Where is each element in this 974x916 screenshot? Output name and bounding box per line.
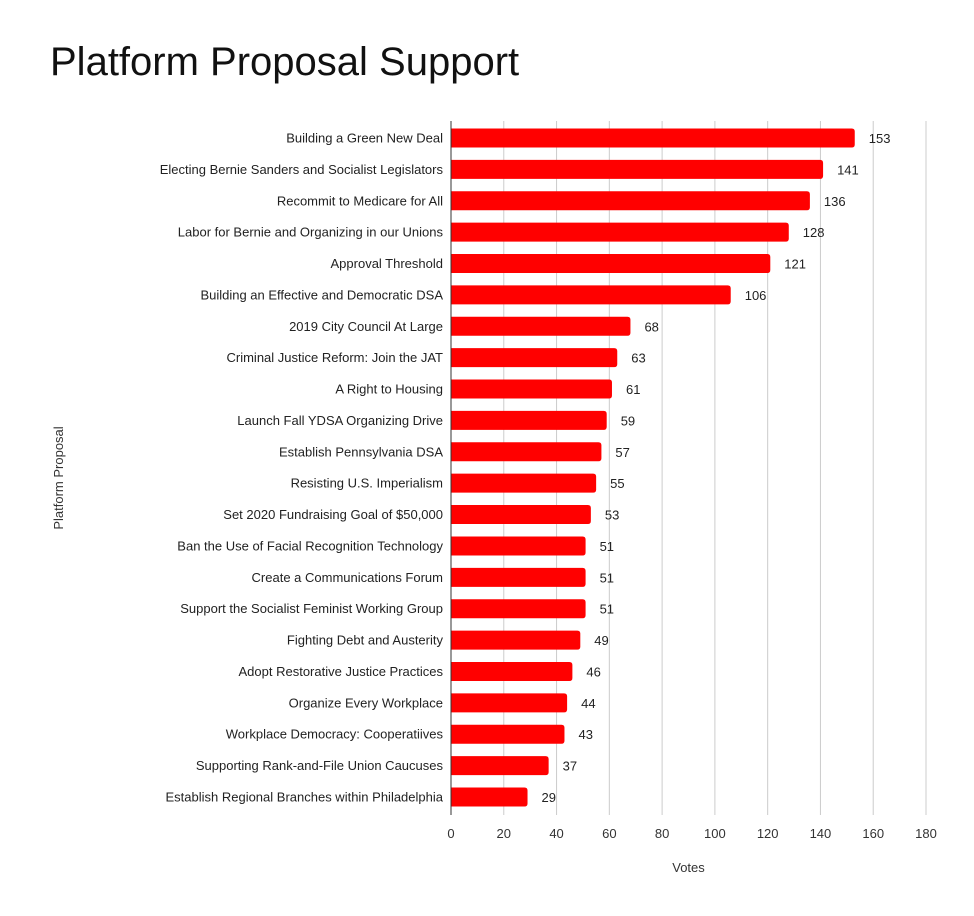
x-tick-label: 160 [862, 826, 884, 841]
category-label: Electing Bernie Sanders and Socialist Le… [160, 162, 444, 177]
value-label: 59 [621, 413, 635, 428]
value-label: 29 [542, 790, 556, 805]
value-label: 61 [626, 382, 640, 397]
value-label: 44 [581, 696, 595, 711]
bar [451, 505, 591, 525]
category-label: Create a Communications Forum [252, 570, 443, 585]
value-label: 55 [610, 476, 624, 491]
x-tick-label: 140 [810, 826, 832, 841]
category-label: Supporting Rank-and-File Union Caucuses [196, 758, 444, 773]
x-tick-label: 100 [704, 826, 726, 841]
bar [451, 191, 810, 211]
value-label: 43 [578, 727, 592, 742]
value-label: 63 [631, 351, 645, 366]
bar [451, 159, 824, 179]
value-label: 106 [745, 288, 767, 303]
bar [451, 787, 528, 807]
value-label: 68 [644, 319, 658, 334]
category-label: Set 2020 Fundraising Goal of $50,000 [223, 507, 443, 522]
category-label: Building a Green New Deal [286, 131, 443, 146]
value-label: 46 [586, 664, 600, 679]
bar [451, 536, 586, 556]
x-tick-label: 0 [447, 826, 454, 841]
bars [451, 128, 855, 807]
value-label: 49 [594, 633, 608, 648]
value-label: 51 [600, 570, 614, 585]
category-label: Workplace Democracy: Cooperatiives [226, 727, 444, 742]
category-label: Labor for Bernie and Organizing in our U… [178, 225, 444, 240]
category-labels: Building a Green New Deal Electing Bernie… [160, 131, 444, 805]
bar [451, 756, 549, 776]
bar [451, 473, 597, 493]
value-label: 121 [784, 257, 806, 272]
bar [451, 285, 731, 305]
bar [451, 693, 568, 713]
x-tick-label: 20 [497, 826, 511, 841]
category-label: Establish Pennsylvania DSA [279, 444, 443, 459]
bar [451, 222, 789, 242]
bar [451, 567, 586, 587]
value-label: 128 [803, 225, 825, 240]
category-label: Adopt Restorative Justice Practices [239, 664, 444, 679]
value-label: 136 [824, 194, 846, 209]
bar [451, 410, 607, 430]
category-label: Launch Fall YDSA Organizing Drive [237, 413, 443, 428]
chart-title: Platform Proposal Support [50, 40, 520, 84]
value-label: 51 [600, 539, 614, 554]
bar [451, 254, 771, 274]
category-label: Resisting U.S. Imperialism [291, 476, 443, 491]
value-labels: 153 141 136 128 121 106 68 63 61 59 57 55 53 51 51 51 49… [542, 131, 891, 805]
category-label: Recommit to Medicare for All [277, 193, 443, 208]
category-label: Organize Every Workplace [289, 695, 443, 710]
x-tick-labels: 0 20 40 60 80 100 120 140 160 180 [447, 826, 936, 841]
value-label: 51 [600, 602, 614, 617]
value-label: 53 [605, 508, 619, 523]
bar [451, 599, 586, 619]
category-label: Support the Socialist Feminist Working G… [180, 601, 443, 616]
category-label: Establish Regional Branches within Phila… [165, 789, 443, 804]
category-label: Building an Effective and Democratic DSA [200, 287, 443, 302]
x-tick-label: 60 [602, 826, 616, 841]
bar [451, 379, 612, 399]
bar [451, 128, 855, 148]
x-tick-label: 180 [915, 826, 937, 841]
category-label: A Right to Housing [335, 382, 443, 397]
x-axis-title: Votes [672, 860, 705, 875]
x-tick-label: 80 [655, 826, 669, 841]
category-label: Fighting Debt and Austerity [287, 633, 444, 648]
bar [451, 661, 573, 681]
value-label: 37 [563, 759, 577, 774]
value-label: 153 [869, 131, 891, 146]
category-label: Criminal Justice Reform: Join the JAT [227, 350, 444, 365]
y-axis-title: Platform Proposal [51, 426, 66, 529]
bar [451, 348, 618, 368]
category-label: Ban the Use of Facial Recognition Techno… [177, 538, 443, 553]
value-label: 141 [837, 162, 859, 177]
bar [451, 724, 565, 744]
x-tick-label: 40 [549, 826, 563, 841]
bar [451, 316, 631, 336]
value-label: 57 [615, 445, 629, 460]
bar [451, 630, 581, 650]
x-tick-label: 120 [757, 826, 779, 841]
category-label: 2019 City Council At Large [289, 319, 443, 334]
category-label: Approval Threshold [331, 256, 444, 271]
bar [451, 442, 602, 462]
